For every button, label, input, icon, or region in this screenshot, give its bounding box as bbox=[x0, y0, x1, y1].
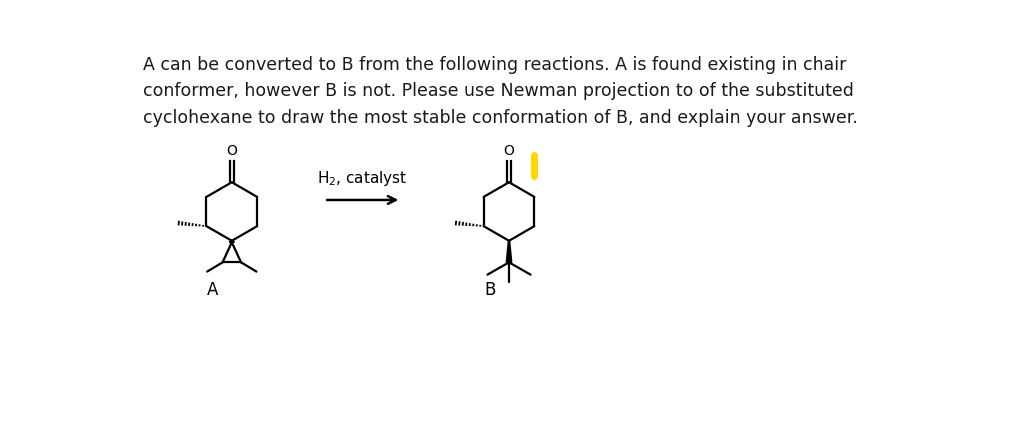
Text: B: B bbox=[484, 281, 496, 299]
Polygon shape bbox=[229, 240, 234, 242]
Text: H$_2$, catalyst: H$_2$, catalyst bbox=[317, 169, 408, 187]
Polygon shape bbox=[506, 241, 511, 262]
Text: A can be converted to B from the following reactions. A is found existing in cha: A can be converted to B from the followi… bbox=[144, 56, 858, 127]
Text: O: O bbox=[226, 144, 238, 158]
Text: A: A bbox=[207, 281, 218, 299]
Text: O: O bbox=[503, 144, 514, 158]
